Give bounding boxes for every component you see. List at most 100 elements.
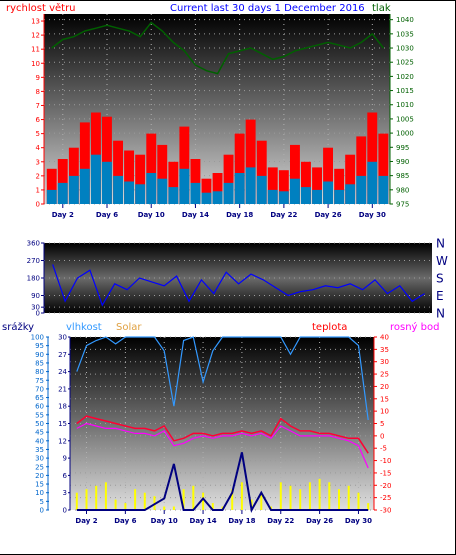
gust-bar-23 <box>301 161 311 204</box>
wind-grid <box>44 14 390 205</box>
wind-avg-bar-30 <box>378 175 389 204</box>
rain-tick-4: 12 <box>58 437 67 445</box>
temp-tick-10: 20 <box>380 383 389 391</box>
wind-tick-7: 7 <box>36 102 40 110</box>
gust-bar-27 <box>345 154 356 204</box>
wind-tick-11: 11 <box>31 46 40 54</box>
wind-avg-bar-27 <box>345 184 356 204</box>
pressure-tick-1: 980 <box>396 186 409 194</box>
wind-avg-bar-3 <box>79 168 90 204</box>
gust-bar-15 <box>212 173 223 204</box>
direction-tick-4: 270 <box>27 257 40 265</box>
gust-bar-10 <box>157 144 168 204</box>
humidity-tick-3: 15 <box>35 481 44 489</box>
gust-bar-17 <box>234 133 245 204</box>
wind-tick-13: 13 <box>31 18 40 26</box>
temp-xlabel-2: Day 10 <box>151 517 178 525</box>
humidity-tick-20: 100 <box>31 334 44 342</box>
temp-xlabel-3: Day 14 <box>190 517 217 525</box>
gust-bar-12 <box>179 126 190 204</box>
gust-bar-2 <box>68 147 79 204</box>
wind-avg-bar-11 <box>168 187 179 204</box>
compass-label-3: E <box>436 289 444 303</box>
compass-label-0: N <box>436 237 445 251</box>
temp-tick-9: 15 <box>380 395 389 403</box>
gust-bar-1 <box>57 159 68 204</box>
wind-xlabel-1: Day 6 <box>96 211 118 219</box>
dewpoint-axis-label: rosný bod <box>390 321 439 333</box>
gust-bar-8 <box>135 154 146 204</box>
pressure-series <box>51 21 384 75</box>
wind-xlabel-4: Day 18 <box>226 211 253 219</box>
wind-avg-bar-25 <box>323 181 333 204</box>
temp-xlabel-7: Day 30 <box>345 517 372 525</box>
wind-avg-bar-20 <box>267 189 278 204</box>
pressure-tick-5: 1000 <box>396 130 414 138</box>
humidity-series <box>76 336 369 421</box>
wind-xlabel-0: Day 2 <box>52 211 74 219</box>
humidity-tick-2: 10 <box>35 489 44 497</box>
temp-tick-8: 10 <box>380 408 389 416</box>
wind-tick-6: 6 <box>36 116 41 124</box>
temperature-axis-label: teplota <box>312 322 347 333</box>
temp-tick-11: 25 <box>380 371 389 379</box>
wind-axis-label: rychlost větru <box>6 2 76 14</box>
humidity-tick-5: 25 <box>35 463 44 471</box>
pressure-tick-3: 990 <box>396 158 409 166</box>
temp-xlabel-5: Day 22 <box>267 517 294 525</box>
wind-avg-bar-2 <box>68 175 79 204</box>
wind-avg-bar-12 <box>179 168 190 204</box>
humidity-tick-15: 75 <box>35 377 44 385</box>
rain-tick-9: 27 <box>58 351 67 359</box>
wind-avg-bar-9 <box>146 173 157 204</box>
humidity-tick-12: 60 <box>35 403 44 411</box>
humidity-tick-8: 40 <box>35 437 44 445</box>
rain-tick-1: 3 <box>63 489 67 497</box>
pressure-tick-4: 995 <box>396 144 409 152</box>
humidity-tick-17: 85 <box>35 359 44 367</box>
direction-tick-5: 360 <box>27 240 40 248</box>
rain-tick-7: 21 <box>58 385 67 393</box>
pressure-tick-8: 1015 <box>396 87 414 95</box>
wind-avg-bar-6 <box>113 175 123 204</box>
humidity-tick-0: 0 <box>40 507 44 515</box>
temp-tick-14: 40 <box>380 334 389 342</box>
pressure-tick-11: 1030 <box>396 45 414 53</box>
compass-label-1: W <box>436 254 448 268</box>
gust-bar-22 <box>290 144 300 204</box>
gust-bar-25 <box>323 147 333 204</box>
humidity-tick-9: 45 <box>35 429 44 437</box>
wind-tick-3: 3 <box>36 158 40 166</box>
wind-xlabel-5: Day 22 <box>270 211 297 219</box>
rain-tick-5: 15 <box>58 420 67 428</box>
wind-avg-bar-15 <box>212 191 223 204</box>
gust-bar-19 <box>256 140 267 204</box>
wind-avg-bar-17 <box>234 173 245 204</box>
gust-bar-14 <box>201 178 212 204</box>
wind-tick-10: 10 <box>31 60 40 68</box>
wind-avg-bar-14 <box>201 192 212 204</box>
direction-tick-3: 180 <box>27 275 40 283</box>
gust-bar-18 <box>245 119 256 204</box>
wind-tick-8: 8 <box>36 88 40 96</box>
temp-tick-1: -25 <box>380 494 391 502</box>
gust-bar-11 <box>168 161 179 204</box>
gust-bar-5 <box>102 116 112 204</box>
humidity-tick-11: 55 <box>35 411 44 419</box>
pressure-axis-label: tlak <box>372 3 391 14</box>
wind-avg-bar-21 <box>278 191 289 204</box>
temp-tick-6: 0 <box>380 432 384 440</box>
gust-bar-28 <box>356 136 367 204</box>
temp-tick-5: -5 <box>380 445 387 453</box>
pressure-tick-10: 1025 <box>396 59 414 67</box>
gust-bar-13 <box>190 159 201 204</box>
rain-tick-2: 6 <box>63 472 68 480</box>
wind-avg-bar-4 <box>91 154 101 204</box>
humidity-tick-18: 90 <box>35 351 44 359</box>
rain-tick-6: 18 <box>58 403 67 411</box>
wind-tick-0: 0 <box>36 201 40 209</box>
pressure-tick-13: 1040 <box>396 16 414 24</box>
pressure-tick-7: 1010 <box>396 101 414 109</box>
